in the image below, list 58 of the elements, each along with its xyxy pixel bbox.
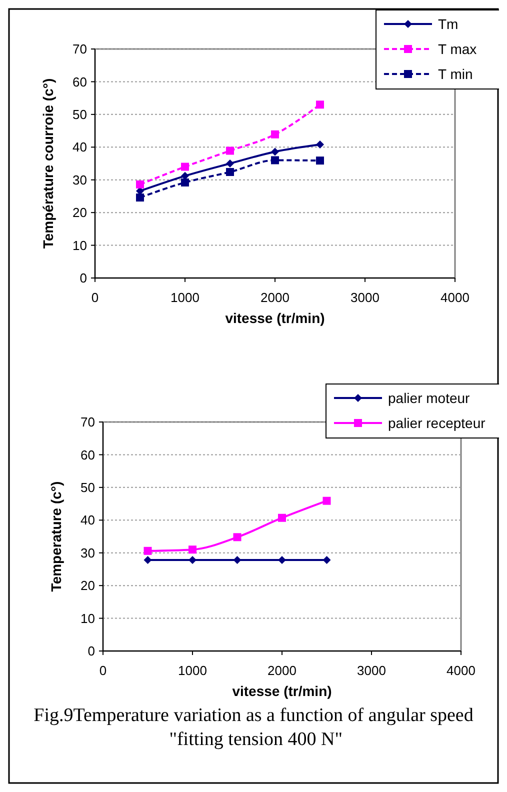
point (271, 148, 279, 156)
x-tick-label: 2000 (260, 290, 290, 305)
point (226, 160, 234, 168)
point (278, 556, 286, 564)
caption: Fig.9Temperature variation as a function of angular speed "fitting tension 400 N" (34, 705, 474, 750)
y-tick-label: 60 (80, 447, 95, 462)
x-tick-label: 0 (99, 663, 107, 678)
y-tick-label: 40 (80, 512, 95, 528)
x-tick-label: 1000 (178, 663, 207, 678)
x-tick-label: 4000 (440, 290, 470, 305)
y-tick-label: 0 (80, 270, 87, 286)
point (233, 533, 242, 542)
point (188, 556, 196, 564)
y-tick-label: 20 (72, 205, 87, 220)
y-tick-label: 70 (72, 42, 87, 57)
point (226, 168, 234, 176)
legend-label: Tm (438, 16, 458, 32)
x-tick-label: 4000 (446, 663, 476, 678)
point (233, 556, 242, 564)
legend-label: palier recepteur (388, 414, 486, 431)
x-tick-label: 2000 (268, 663, 296, 678)
y-tick-label: 30 (80, 545, 95, 560)
y-tick-label: 10 (80, 610, 95, 626)
point (316, 140, 324, 149)
x-tick-label: 3000 (350, 290, 380, 305)
x-tick-label: 3000 (357, 663, 386, 678)
point (144, 546, 152, 555)
point (188, 546, 196, 554)
point (322, 496, 331, 505)
point (278, 514, 286, 522)
y-tick-label: 10 (72, 238, 87, 253)
point (316, 100, 324, 109)
x-axis-title: vitesse (tr/min) (232, 683, 332, 699)
y-tick-label: 50 (72, 106, 87, 122)
legend-label: palier moteur (388, 390, 470, 406)
point (181, 162, 189, 171)
legend-label: T max (438, 40, 477, 57)
point (136, 180, 144, 188)
y-tick-label: 70 (80, 414, 95, 430)
y-axis-title: Température courroie (c°) (40, 78, 56, 249)
y-tick-label: 50 (80, 480, 95, 495)
legend-label: T min (438, 66, 473, 82)
point (144, 556, 152, 564)
point (226, 146, 234, 155)
y-tick-label: 30 (72, 172, 87, 188)
point (136, 194, 144, 202)
y-tick-label: 60 (72, 74, 87, 90)
y-axis-title: Temperature (c°) (48, 481, 64, 592)
point (316, 156, 324, 165)
y-tick-label: 0 (88, 644, 95, 659)
point (181, 178, 189, 186)
point (271, 156, 279, 164)
x-axis-title: vitesse (tr/min) (225, 310, 325, 326)
point (322, 556, 331, 564)
x-tick-label: 1000 (170, 290, 200, 305)
y-tick-label: 40 (72, 140, 87, 155)
point (271, 130, 279, 138)
y-tick-label: 20 (80, 578, 95, 594)
